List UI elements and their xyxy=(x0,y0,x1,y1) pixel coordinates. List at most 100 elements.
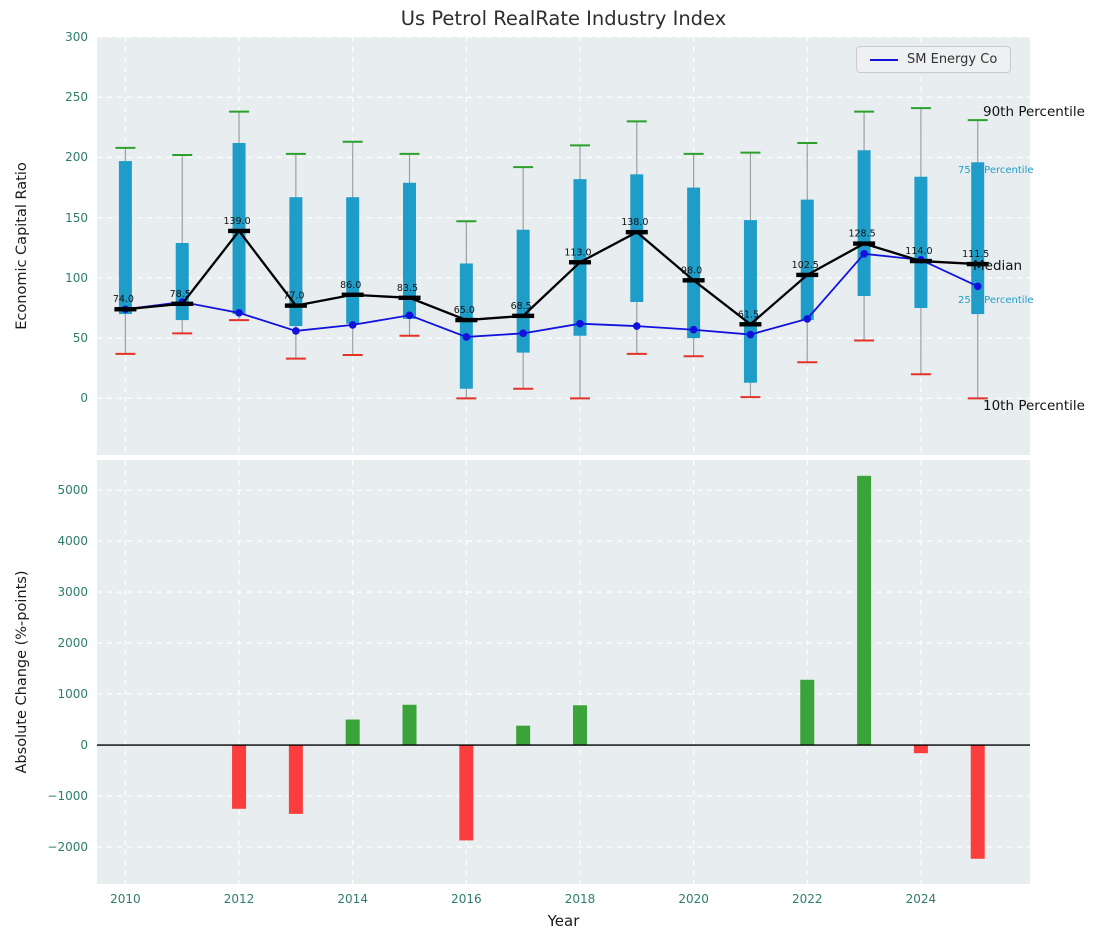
sm-energy-point-2015 xyxy=(405,311,414,320)
iqr-box-2016 xyxy=(459,263,473,389)
sm-energy-point-2022 xyxy=(803,315,812,323)
median-value-label-2024: 114.0 xyxy=(905,246,932,257)
legend-line-sample xyxy=(870,58,898,61)
annotation-median: Median xyxy=(973,258,1023,274)
iqr-box-2011 xyxy=(175,242,189,321)
annotation-75th-percentile: 75th Percentile xyxy=(958,165,1034,176)
bottom-y-tick-2000: 2000 xyxy=(57,636,88,651)
iqr-box-2025 xyxy=(971,162,985,315)
sm-energy-point-2019 xyxy=(632,322,641,330)
sm-energy-point-2025 xyxy=(973,282,982,291)
x-tick-2010: 2010 xyxy=(110,892,141,906)
change-bar-2014 xyxy=(345,719,360,746)
top-y-tick-150: 150 xyxy=(65,210,88,225)
iqr-box-2020 xyxy=(687,187,701,339)
median-marker-2014 xyxy=(341,292,364,297)
bottom-y-tick-4000: 4000 xyxy=(57,534,88,549)
bottom-y-tick-0: 0 xyxy=(80,738,88,753)
median-marker-2010 xyxy=(114,307,137,312)
median-marker-2024 xyxy=(909,258,932,264)
iqr-box-2017 xyxy=(516,229,530,353)
change-bar-2013 xyxy=(288,745,303,814)
iqr-box-2019 xyxy=(630,174,644,303)
x-tick-2014: 2014 xyxy=(337,892,368,906)
median-value-label-2020: 98.0 xyxy=(681,265,702,276)
bottom-y-tick-1000: 1000 xyxy=(57,687,88,702)
median-marker-2021 xyxy=(739,322,762,327)
median-marker-2011 xyxy=(171,301,194,307)
median-marker-2015 xyxy=(398,295,421,300)
median-value-label-2012: 139.0 xyxy=(223,216,250,227)
median-value-label-2021: 61.5 xyxy=(738,309,759,320)
median-line xyxy=(125,229,978,326)
median-marker-2012 xyxy=(228,228,251,234)
sm-energy-point-2012 xyxy=(235,309,243,317)
change-bar-2016 xyxy=(459,745,474,841)
median-marker-2017 xyxy=(512,313,535,319)
x-axis-label: Year xyxy=(547,912,580,930)
top-y-tick-0: 0 xyxy=(80,391,88,406)
change-bar-2012 xyxy=(232,745,247,809)
median-value-label-2019: 138.0 xyxy=(621,217,648,228)
bottom-y-tick--1000: −1000 xyxy=(47,789,88,804)
top-y-tick-100: 100 xyxy=(65,270,88,285)
bottom-y-tick-3000: 3000 xyxy=(57,585,88,600)
median-value-label-2025: 111.5 xyxy=(962,249,989,260)
iqr-box-2013 xyxy=(289,197,303,327)
change-bar-2022 xyxy=(800,679,815,746)
iqr-box-2022 xyxy=(800,199,814,321)
legend-label: SM Energy Co xyxy=(907,52,998,67)
annotation-10th-percentile: 10th Percentile xyxy=(983,398,1085,414)
sm-energy-point-2018 xyxy=(576,319,584,328)
top-y-tick-200: 200 xyxy=(65,150,88,165)
x-tick-2012: 2012 xyxy=(223,892,255,906)
change-bar-2015 xyxy=(402,704,417,746)
median-value-label-2013: 77.0 xyxy=(283,291,304,302)
iqr-box-2024 xyxy=(914,176,928,309)
iqr-box-2010 xyxy=(118,161,132,315)
bottom-plot-area xyxy=(97,460,1030,884)
median-marker-2019 xyxy=(625,229,648,235)
median-marker-2022 xyxy=(796,272,819,278)
sm-energy-point-2016 xyxy=(462,333,471,341)
iqr-box-2014 xyxy=(346,197,360,324)
top-y-axis-label: Economic Capital Ratio xyxy=(14,162,30,330)
sm-energy-point-2020 xyxy=(689,325,698,334)
median-value-label-2010: 74.0 xyxy=(113,294,134,305)
change-bar-2025 xyxy=(970,745,985,859)
x-tick-2018: 2018 xyxy=(564,892,596,906)
sm-energy-point-2021 xyxy=(746,330,755,339)
top-y-tick-250: 250 xyxy=(65,90,88,105)
x-tick-2016: 2016 xyxy=(451,892,482,906)
bottom-y-tick-5000: 5000 xyxy=(57,483,88,498)
median-marker-2013 xyxy=(284,303,307,308)
median-marker-2018 xyxy=(568,260,591,265)
iqr-box-2015 xyxy=(403,182,417,319)
iqr-box-2023 xyxy=(857,150,871,296)
iqr-box-2018 xyxy=(573,179,587,336)
top-y-tick-300: 300 xyxy=(65,30,88,44)
median-value-label-2011: 78.5 xyxy=(170,289,191,300)
median-marker-2025 xyxy=(966,261,989,267)
sm-energy-line xyxy=(125,252,979,338)
median-value-label-2022: 102.5 xyxy=(792,260,819,271)
chart-title: Us Petrol RealRate Industry Index xyxy=(400,7,727,30)
bottom-y-tick--2000: −2000 xyxy=(47,840,88,855)
median-value-label-2014: 86.0 xyxy=(340,280,361,291)
median-value-label-2016: 65.0 xyxy=(454,305,475,316)
median-value-label-2018: 113.0 xyxy=(564,247,591,258)
annotation-90th-percentile: 90th Percentile xyxy=(983,104,1085,120)
sm-energy-point-2014 xyxy=(348,321,357,329)
x-tick-2020: 2020 xyxy=(678,892,709,906)
sm-energy-point-2023 xyxy=(860,250,868,258)
median-marker-2016 xyxy=(455,317,478,323)
top-y-tick-50: 50 xyxy=(72,331,88,346)
change-bar-2023 xyxy=(857,475,872,746)
median-value-label-2015: 83.5 xyxy=(397,283,418,294)
change-bar-2024 xyxy=(913,745,928,754)
change-bar-2017 xyxy=(516,725,531,746)
change-bar-2018 xyxy=(572,705,587,746)
iqr-box-2021 xyxy=(743,220,757,383)
median-value-label-2023: 128.5 xyxy=(848,229,875,240)
